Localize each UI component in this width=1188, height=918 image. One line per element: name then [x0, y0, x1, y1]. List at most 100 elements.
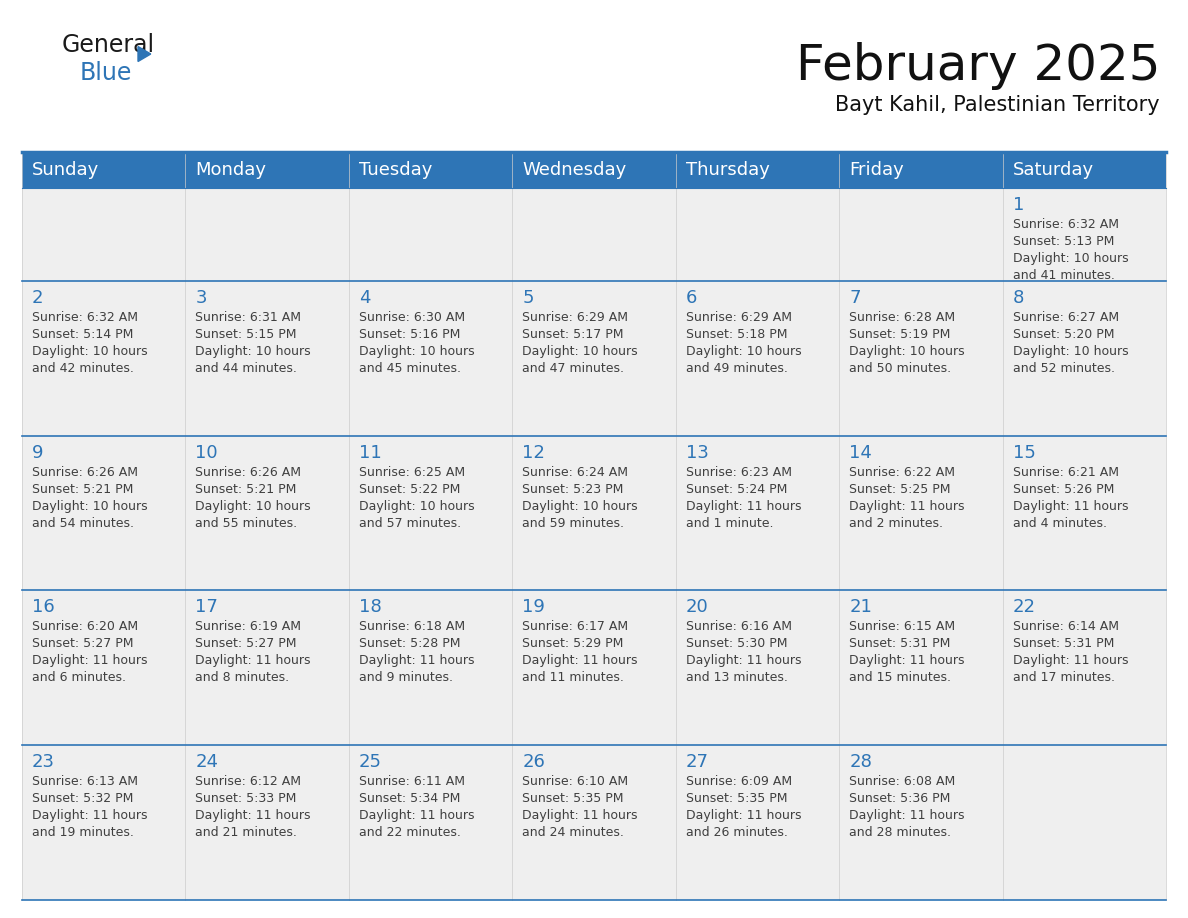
Text: Sunrise: 6:30 AM: Sunrise: 6:30 AM: [359, 311, 465, 324]
Bar: [839, 436, 1003, 590]
Text: Daylight: 10 hours: Daylight: 10 hours: [196, 345, 311, 358]
Text: 2: 2: [32, 289, 44, 307]
Text: and 15 minutes.: and 15 minutes.: [849, 671, 952, 685]
Text: Sunset: 5:34 PM: Sunset: 5:34 PM: [359, 792, 460, 805]
Bar: [676, 152, 839, 188]
Text: Sunrise: 6:26 AM: Sunrise: 6:26 AM: [32, 465, 138, 478]
Bar: [839, 745, 1003, 900]
Text: Sunset: 5:14 PM: Sunset: 5:14 PM: [32, 328, 133, 341]
Text: Sunset: 5:16 PM: Sunset: 5:16 PM: [359, 328, 460, 341]
Text: 5: 5: [523, 289, 533, 307]
Bar: [23, 281, 185, 436]
Text: Sunrise: 6:17 AM: Sunrise: 6:17 AM: [523, 621, 628, 633]
Text: Sunrise: 6:25 AM: Sunrise: 6:25 AM: [359, 465, 465, 478]
Bar: [185, 188, 349, 281]
Text: 15: 15: [1012, 443, 1036, 462]
Text: 21: 21: [849, 599, 872, 616]
Text: Sunset: 5:27 PM: Sunset: 5:27 PM: [196, 637, 297, 651]
Text: Sunrise: 6:16 AM: Sunrise: 6:16 AM: [685, 621, 791, 633]
Polygon shape: [138, 47, 151, 62]
Text: and 47 minutes.: and 47 minutes.: [523, 362, 624, 375]
Bar: [512, 152, 676, 188]
Bar: [23, 745, 185, 900]
Text: Daylight: 11 hours: Daylight: 11 hours: [685, 810, 801, 823]
Text: Sunrise: 6:29 AM: Sunrise: 6:29 AM: [523, 311, 628, 324]
Bar: [676, 281, 839, 436]
Text: and 42 minutes.: and 42 minutes.: [32, 362, 134, 375]
Text: 7: 7: [849, 289, 860, 307]
Text: and 11 minutes.: and 11 minutes.: [523, 671, 624, 685]
Text: and 17 minutes.: and 17 minutes.: [1012, 671, 1114, 685]
Text: Sunday: Sunday: [32, 161, 100, 179]
Text: Daylight: 10 hours: Daylight: 10 hours: [359, 499, 474, 512]
Bar: [23, 590, 185, 745]
Bar: [349, 436, 512, 590]
Text: 27: 27: [685, 753, 709, 771]
Bar: [676, 436, 839, 590]
Text: 17: 17: [196, 599, 219, 616]
Text: Daylight: 11 hours: Daylight: 11 hours: [359, 810, 474, 823]
Text: Daylight: 11 hours: Daylight: 11 hours: [523, 655, 638, 667]
Text: 3: 3: [196, 289, 207, 307]
Bar: [839, 152, 1003, 188]
Text: Sunrise: 6:26 AM: Sunrise: 6:26 AM: [196, 465, 302, 478]
Bar: [676, 590, 839, 745]
Text: Sunrise: 6:11 AM: Sunrise: 6:11 AM: [359, 775, 465, 789]
Text: and 54 minutes.: and 54 minutes.: [32, 517, 134, 530]
Text: 13: 13: [685, 443, 708, 462]
Text: Daylight: 10 hours: Daylight: 10 hours: [685, 345, 802, 358]
Text: Daylight: 10 hours: Daylight: 10 hours: [523, 499, 638, 512]
Text: Daylight: 10 hours: Daylight: 10 hours: [32, 499, 147, 512]
Text: Daylight: 11 hours: Daylight: 11 hours: [1012, 499, 1129, 512]
Text: Daylight: 10 hours: Daylight: 10 hours: [1012, 345, 1129, 358]
Text: Sunset: 5:24 PM: Sunset: 5:24 PM: [685, 483, 788, 496]
Text: 28: 28: [849, 753, 872, 771]
Text: Sunrise: 6:13 AM: Sunrise: 6:13 AM: [32, 775, 138, 789]
Text: Sunrise: 6:08 AM: Sunrise: 6:08 AM: [849, 775, 955, 789]
Text: Sunrise: 6:12 AM: Sunrise: 6:12 AM: [196, 775, 302, 789]
Text: General: General: [62, 33, 156, 57]
Text: 20: 20: [685, 599, 708, 616]
Text: Bayt Kahil, Palestinian Territory: Bayt Kahil, Palestinian Territory: [835, 95, 1159, 115]
Text: 23: 23: [32, 753, 55, 771]
Bar: [23, 152, 185, 188]
Text: Sunset: 5:27 PM: Sunset: 5:27 PM: [32, 637, 133, 651]
Text: Tuesday: Tuesday: [359, 161, 432, 179]
Text: Sunrise: 6:24 AM: Sunrise: 6:24 AM: [523, 465, 628, 478]
Text: Daylight: 11 hours: Daylight: 11 hours: [685, 499, 801, 512]
Text: and 50 minutes.: and 50 minutes.: [849, 362, 952, 375]
Bar: [1003, 281, 1165, 436]
Text: and 49 minutes.: and 49 minutes.: [685, 362, 788, 375]
Text: Sunset: 5:17 PM: Sunset: 5:17 PM: [523, 328, 624, 341]
Text: Sunset: 5:21 PM: Sunset: 5:21 PM: [196, 483, 297, 496]
Text: Daylight: 11 hours: Daylight: 11 hours: [1012, 655, 1129, 667]
Text: and 28 minutes.: and 28 minutes.: [849, 826, 952, 839]
Text: and 26 minutes.: and 26 minutes.: [685, 826, 788, 839]
Text: 19: 19: [523, 599, 545, 616]
Text: and 57 minutes.: and 57 minutes.: [359, 517, 461, 530]
Text: Sunrise: 6:32 AM: Sunrise: 6:32 AM: [32, 311, 138, 324]
Text: Sunrise: 6:22 AM: Sunrise: 6:22 AM: [849, 465, 955, 478]
Text: 11: 11: [359, 443, 381, 462]
Text: Sunrise: 6:28 AM: Sunrise: 6:28 AM: [849, 311, 955, 324]
Bar: [512, 590, 676, 745]
Text: Daylight: 11 hours: Daylight: 11 hours: [849, 499, 965, 512]
Text: and 44 minutes.: and 44 minutes.: [196, 362, 297, 375]
Bar: [839, 590, 1003, 745]
Text: Daylight: 11 hours: Daylight: 11 hours: [523, 810, 638, 823]
Text: Sunrise: 6:23 AM: Sunrise: 6:23 AM: [685, 465, 791, 478]
Bar: [676, 188, 839, 281]
Text: Sunset: 5:31 PM: Sunset: 5:31 PM: [849, 637, 950, 651]
Text: 6: 6: [685, 289, 697, 307]
Text: Sunrise: 6:15 AM: Sunrise: 6:15 AM: [849, 621, 955, 633]
Text: Sunrise: 6:10 AM: Sunrise: 6:10 AM: [523, 775, 628, 789]
Text: Sunrise: 6:21 AM: Sunrise: 6:21 AM: [1012, 465, 1119, 478]
Text: Sunrise: 6:27 AM: Sunrise: 6:27 AM: [1012, 311, 1119, 324]
Bar: [185, 745, 349, 900]
Text: and 41 minutes.: and 41 minutes.: [1012, 269, 1114, 282]
Bar: [185, 152, 349, 188]
Bar: [185, 590, 349, 745]
Bar: [349, 590, 512, 745]
Bar: [1003, 152, 1165, 188]
Text: and 21 minutes.: and 21 minutes.: [196, 826, 297, 839]
